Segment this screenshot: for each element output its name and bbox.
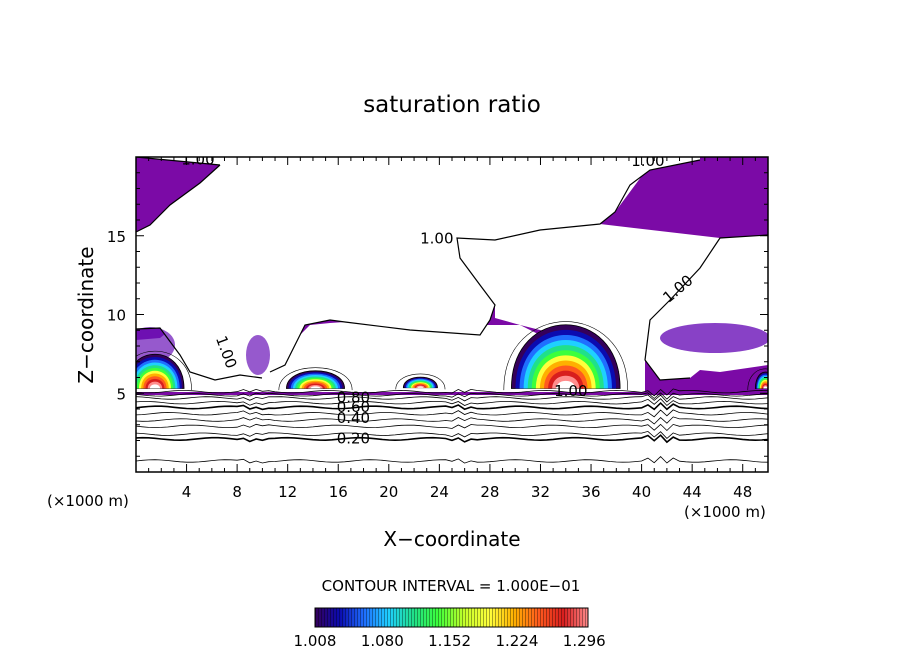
plot-area: 1.00 1.001.001.001.001.000.800.600.400.20 (136, 151, 768, 472)
contour-label: 0.80 (337, 388, 370, 406)
contour-line (136, 394, 768, 403)
shade-patch-right (660, 323, 768, 353)
colorbar (314, 607, 589, 628)
x-axis-label: X−coordinate (383, 527, 520, 551)
contour-line (395, 373, 446, 390)
contour-label: 1.00 (554, 382, 587, 400)
contour-line (136, 398, 768, 407)
supersaturation-shell (417, 386, 424, 388)
contour-line (136, 392, 768, 400)
supersaturation-shell (556, 380, 576, 389)
x-tick-label: 16 (329, 483, 348, 501)
supersaturation-cores (136, 324, 768, 389)
contour-line (136, 430, 768, 439)
contour-lines (136, 157, 768, 464)
contour-line (136, 409, 768, 418)
colorbar-frame (314, 607, 589, 628)
colorbar-tick-labels: 1.008 1.080 1.152 1.224 1.296 (294, 632, 606, 650)
x-tick-label: 4 (182, 483, 192, 501)
axis-ticks (135, 156, 769, 473)
colorbar-stripes (315, 608, 588, 627)
contour-label: 0.20 (337, 429, 370, 447)
contour-label: 0.60 (337, 398, 370, 416)
contour-line (136, 388, 768, 397)
x-units-left: (×1000 m) (47, 492, 129, 510)
x-tick-label: 12 (278, 483, 297, 501)
y-tick-label: 15 (107, 228, 126, 246)
x-units-right: (×1000 m) (684, 503, 766, 521)
contour-label: 1.00 (181, 151, 214, 169)
contour-label: 0.40 (337, 409, 370, 427)
x-tick-label: 44 (683, 483, 702, 501)
contour-line (136, 434, 768, 444)
contour-label: 1.00 (631, 152, 664, 170)
colorbar-tick-label: 1.296 (563, 632, 606, 650)
supersaturation-shell (149, 384, 161, 389)
contour-interval-text: CONTOUR INTERVAL = 1.000E−01 (322, 577, 581, 595)
contour-line (747, 368, 768, 391)
y-tick-label: 10 (107, 307, 126, 325)
chart-title: saturation ratio (363, 92, 541, 118)
contour-label: 1.00 (420, 229, 453, 247)
colorbar-tick-label: 1.224 (495, 632, 538, 650)
x-tick-label: 20 (379, 483, 398, 501)
contour-line (136, 423, 768, 432)
y-tick-label: 5 (116, 385, 126, 403)
supersaturation-shell (310, 386, 321, 389)
colorbar-tick-label: 1.080 (361, 632, 404, 650)
subsaturated-channel-upper (220, 165, 640, 230)
contour-line-saturation (136, 157, 768, 381)
x-tick-label: 24 (430, 483, 449, 501)
colorbar-tick-label: 1.008 (294, 632, 337, 650)
contour-line (136, 401, 768, 411)
x-tick-label: 8 (232, 483, 242, 501)
contour-line (136, 416, 768, 425)
x-tick-label: 32 (531, 483, 550, 501)
x-tick-label: 28 (480, 483, 499, 501)
shade-patch-mid (246, 335, 270, 375)
y-axis-label: Z−coordinate (74, 246, 98, 383)
x-tick-label: 36 (581, 483, 600, 501)
colorbar-tick-label: 1.152 (428, 632, 471, 650)
subsaturated-wedge-right (457, 224, 720, 372)
x-tick-label: 40 (632, 483, 651, 501)
contour-line (136, 456, 768, 464)
supersaturation-shell (763, 386, 768, 389)
x-tick-label: 48 (733, 483, 752, 501)
